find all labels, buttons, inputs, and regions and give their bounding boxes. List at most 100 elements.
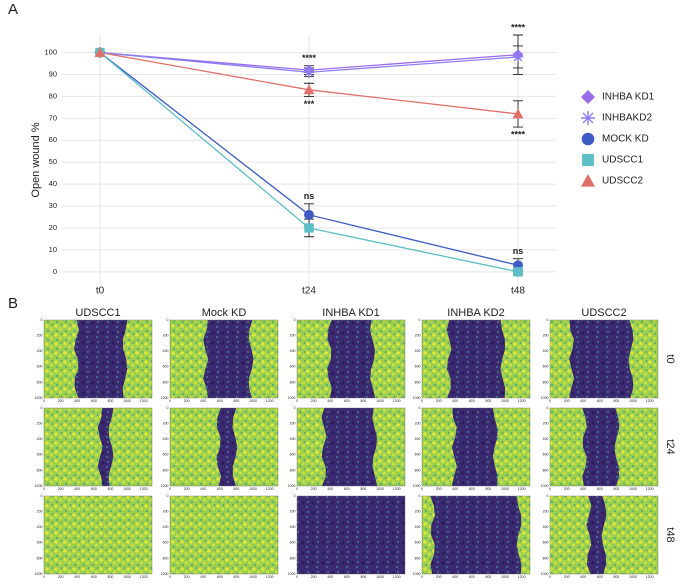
- marker: [581, 90, 595, 104]
- image-x-tick-label: 200: [564, 487, 570, 491]
- micrograph: 0 200 400 600 800 1000 1200 0 200 400 600 800 1000: [541, 318, 659, 403]
- image-x-tick-label: 0: [296, 487, 298, 491]
- image-frame: [296, 495, 406, 575]
- image-x-tick-label: 600: [344, 487, 350, 491]
- image-x-tick-label: 0: [549, 399, 551, 403]
- wound-gap: [586, 496, 607, 574]
- image-x-tick-label: 600: [217, 575, 223, 579]
- panel-label: A: [8, 1, 18, 18]
- x-tick-label: t24: [302, 286, 316, 297]
- image-x-tick-label: 400: [200, 487, 206, 491]
- image-frame: [549, 495, 659, 575]
- micrograph: 0 200 400 600 800 1000 1200 0 200 400 600 800 1000: [161, 406, 279, 491]
- image-y-tick-label: 1000: [35, 396, 43, 400]
- image-frame: [43, 407, 153, 487]
- image-y-tick-label: 0: [167, 494, 169, 498]
- image-x-tick-label: 600: [217, 399, 223, 403]
- image-x-tick-label: 1000: [501, 575, 509, 579]
- image-y-tick-label: 0: [41, 406, 43, 410]
- image-y-tick-label: 800: [543, 380, 549, 384]
- image-y-tick-label: 600: [37, 453, 43, 457]
- image-x-tick-label: 200: [58, 575, 64, 579]
- image-x-tick-label: 1000: [629, 399, 637, 403]
- column-title: INHBA KD1: [322, 307, 379, 319]
- image-x-tick-label: 0: [43, 487, 45, 491]
- image-y-tick-label: 0: [167, 318, 169, 322]
- row-label: t48: [664, 527, 676, 542]
- image-frame: [421, 407, 531, 487]
- image-y-tick-label: 0: [294, 406, 296, 410]
- image-x-tick-label: 800: [486, 487, 492, 491]
- image-x-tick-label: 0: [296, 399, 298, 403]
- image-x-tick-label: 1000: [249, 575, 257, 579]
- image-y-tick-label: 1000: [35, 484, 43, 488]
- image-x-tick-label: 0: [549, 575, 551, 579]
- y-tick-label: 70: [49, 113, 57, 122]
- image-y-tick-label: 400: [290, 349, 296, 353]
- image-y-tick-label: 400: [163, 349, 169, 353]
- wound-gap: [446, 320, 506, 398]
- image-y-tick-label: 200: [415, 334, 421, 338]
- micrograph: 0 200 400 600 800 1000 1200 0 200 400 600 800 1000: [288, 406, 406, 491]
- image-y-tick-label: 0: [547, 318, 549, 322]
- image-x-tick-label: 400: [452, 575, 458, 579]
- image-x-tick-label: 800: [614, 487, 620, 491]
- micrograph: 0 200 400 600 800 1000 1200 0 200 400 600 800 1000: [541, 494, 659, 579]
- image-x-tick-label: 200: [184, 575, 190, 579]
- legend-label: UDSCC1: [602, 155, 644, 166]
- annotation: ****: [302, 53, 317, 63]
- image-y-tick-label: 800: [37, 380, 43, 384]
- image-y-tick-label: 800: [415, 556, 421, 560]
- image-x-tick-label: 400: [580, 575, 586, 579]
- marker: [512, 108, 524, 119]
- marker: [582, 154, 594, 166]
- image-y-tick-label: 600: [290, 453, 296, 457]
- image-x-tick-label: 1200: [518, 575, 526, 579]
- image-x-tick-label: 1000: [629, 487, 637, 491]
- image-x-tick-label: 1200: [393, 575, 401, 579]
- image-x-tick-label: 200: [311, 575, 317, 579]
- image-y-tick-label: 0: [41, 318, 43, 322]
- cell-layer: [44, 496, 152, 574]
- image-y-tick-label: 200: [543, 510, 549, 514]
- wound-gap: [297, 496, 405, 574]
- image-x-tick-label: 1000: [501, 399, 509, 403]
- image-x-tick-label: 600: [344, 575, 350, 579]
- image-x-tick-label: 1000: [249, 487, 257, 491]
- image-y-tick-label: 200: [37, 422, 43, 426]
- image-x-tick-label: 400: [580, 487, 586, 491]
- image-x-tick-label: 600: [597, 575, 603, 579]
- legend-label: UDSCC2: [602, 176, 644, 187]
- image-x-tick-label: 1000: [376, 575, 384, 579]
- x-tick-label: t0: [96, 286, 105, 297]
- image-y-tick-label: 800: [37, 556, 43, 560]
- image-y-tick-label: 800: [290, 468, 296, 472]
- image-x-tick-label: 800: [614, 575, 620, 579]
- image-x-tick-label: 800: [108, 487, 114, 491]
- image-x-tick-label: 600: [469, 487, 475, 491]
- annotation: ****: [511, 22, 526, 32]
- micrograph: 0 200 400 600 800 1000 1200 0 200 400 600 800 1000: [288, 494, 406, 579]
- image-x-tick-label: 1200: [140, 487, 148, 491]
- image-y-tick-label: 600: [37, 541, 43, 545]
- wound-gap: [451, 408, 498, 486]
- image-x-tick-label: 600: [597, 399, 603, 403]
- image-y-tick-label: 200: [37, 510, 43, 514]
- image-y-tick-label: 400: [415, 525, 421, 529]
- column-title: UDSCC1: [75, 307, 120, 319]
- image-x-tick-label: 400: [327, 399, 333, 403]
- image-y-tick-label: 1000: [541, 484, 549, 488]
- image-y-tick-label: 800: [37, 468, 43, 472]
- image-y-tick-label: 0: [419, 494, 421, 498]
- image-y-tick-label: 400: [37, 437, 43, 441]
- image-x-tick-label: 200: [58, 399, 64, 403]
- image-x-tick-label: 0: [43, 399, 45, 403]
- image-x-tick-label: 1000: [629, 575, 637, 579]
- cell-layer: [170, 496, 278, 574]
- image-y-tick-label: 200: [543, 334, 549, 338]
- annotation: ****: [511, 129, 526, 139]
- image-frame: [169, 407, 279, 487]
- image-frame: [549, 407, 659, 487]
- image-x-tick-label: 400: [580, 399, 586, 403]
- image-x-tick-label: 1000: [376, 487, 384, 491]
